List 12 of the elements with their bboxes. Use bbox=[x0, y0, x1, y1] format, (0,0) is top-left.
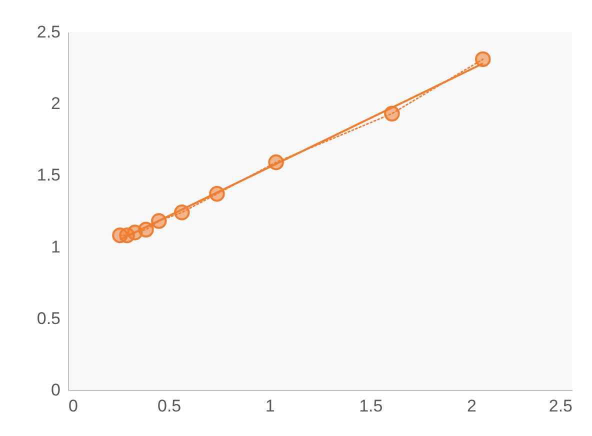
x-tick-label: 0 bbox=[68, 396, 78, 416]
x-tick-label: 0.5 bbox=[157, 396, 182, 416]
y-tick-label: 2.5 bbox=[36, 22, 60, 42]
x-tick-label: 2.5 bbox=[548, 396, 572, 416]
x-tick-label: 1.5 bbox=[359, 396, 383, 416]
y-tick-label: 0.5 bbox=[36, 308, 60, 328]
x-tick-label: 2 bbox=[466, 396, 476, 416]
y-tick-label: 2 bbox=[51, 94, 60, 114]
y-tick-label: 1 bbox=[51, 237, 60, 256]
x-tick-label: 1 bbox=[265, 396, 275, 416]
y-tick-label: 1.5 bbox=[36, 166, 60, 185]
y-tick-label: 0 bbox=[51, 380, 60, 400]
